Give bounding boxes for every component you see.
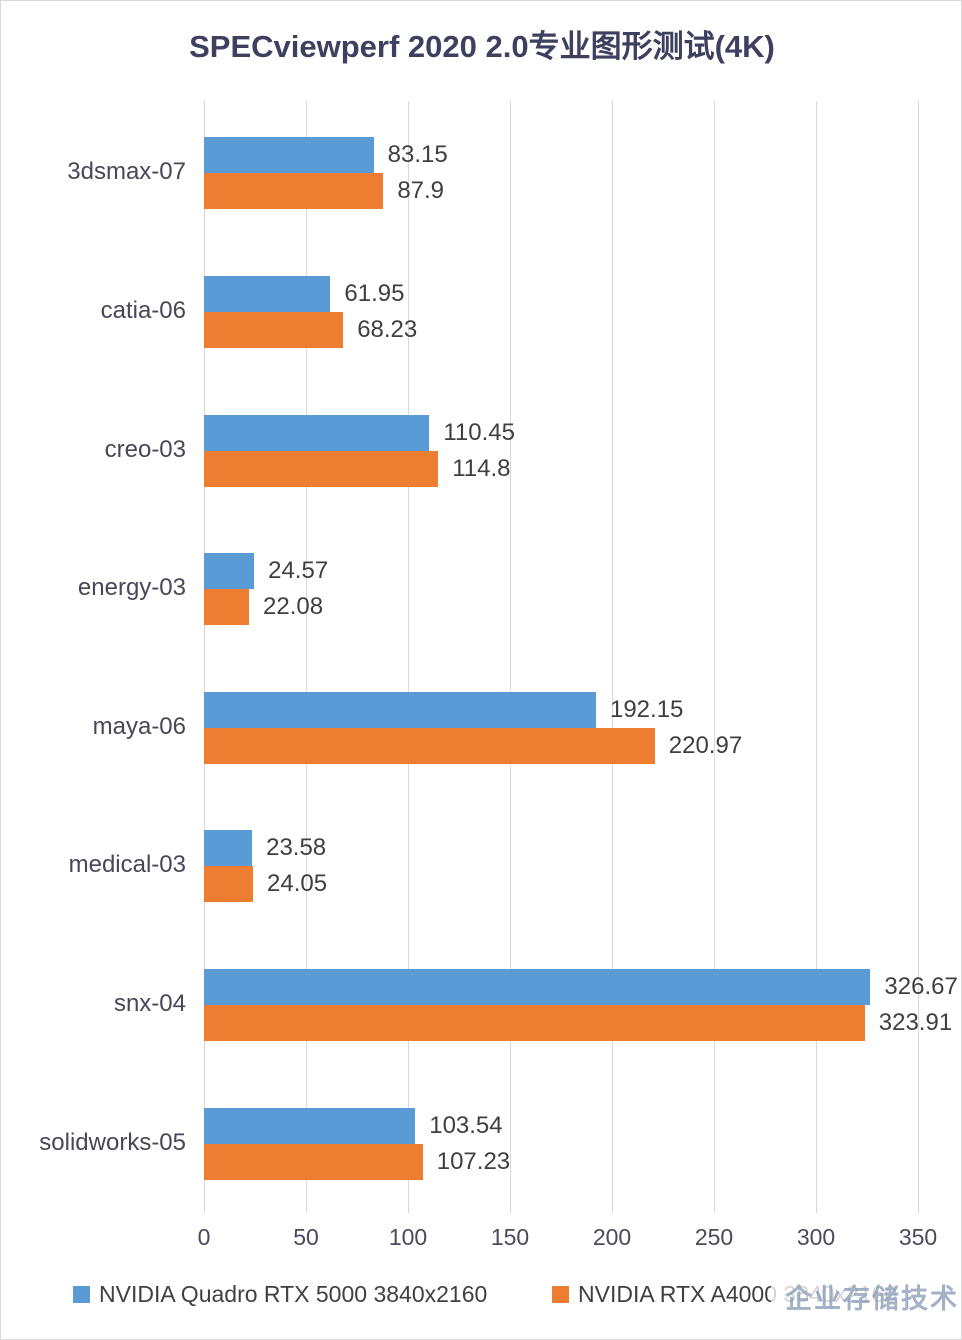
bar-series2 (204, 866, 254, 903)
category-label: catia-06 (100, 296, 186, 324)
x-tick-label: 350 (898, 1224, 938, 1250)
x-tick-label: 250 (694, 1224, 734, 1250)
value-label: 323.91 (878, 1008, 953, 1036)
category-label: energy-03 (77, 574, 186, 602)
x-tick-label: 200 (592, 1224, 632, 1250)
value-label: 83.15 (387, 141, 448, 169)
value-label: 326.67 (884, 972, 958, 1000)
bar-series2 (204, 727, 655, 764)
bar-series1 (204, 414, 430, 451)
bar-series2 (204, 450, 439, 487)
gridline (509, 101, 511, 1213)
watermark: 企业存储技术 (771, 1279, 961, 1325)
bar-series1 (204, 830, 253, 867)
gridline (713, 101, 715, 1213)
gridline (815, 101, 817, 1213)
value-label: 103.54 (429, 1111, 503, 1139)
value-label: 61.95 (344, 279, 405, 307)
bar-series1 (204, 691, 596, 728)
category-label: creo-03 (104, 435, 186, 463)
x-tick-label: 100 (388, 1224, 428, 1250)
value-label: 68.23 (357, 315, 418, 343)
chart-title: SPECviewperf 2020 2.0专业图形测试(4K) (189, 29, 775, 64)
category-label: solidworks-05 (39, 1128, 186, 1156)
category-label: snx-04 (113, 989, 186, 1017)
legend-label-quadro-rtx-5000: NVIDIA Quadro RTX 5000 3840x2160 (99, 1281, 488, 1307)
x-tick-label: 50 (293, 1224, 319, 1250)
value-label: 110.45 (443, 418, 515, 446)
bar-series1 (204, 553, 255, 590)
value-label: 87.9 (397, 177, 445, 205)
value-label: 107.23 (436, 1147, 511, 1175)
value-label: 220.97 (668, 731, 743, 759)
gridline (203, 101, 205, 1213)
value-label: 23.58 (266, 834, 327, 862)
gridline (305, 101, 307, 1213)
gridline (407, 101, 409, 1213)
category-label: maya-06 (92, 712, 186, 740)
bar-series2 (204, 173, 384, 210)
legend-swatch-blue-icon (73, 1286, 90, 1303)
bar-series1 (204, 1107, 416, 1144)
value-label: 22.08 (263, 593, 324, 621)
value-label: 114.8 (452, 454, 511, 482)
bar-series1 (204, 137, 374, 174)
gridline (917, 101, 919, 1213)
x-tick-label: 0 (197, 1224, 211, 1250)
value-label: 24.57 (268, 557, 329, 585)
bar-series2 (204, 1004, 865, 1041)
legend-swatch-orange-icon (552, 1286, 569, 1303)
value-label: 192.15 (609, 695, 684, 723)
value-label: 24.05 (267, 870, 328, 898)
bar-series2 (204, 1143, 423, 1180)
bar-series1 (204, 968, 871, 1005)
x-tick-label: 150 (490, 1224, 530, 1250)
category-label: 3dsmax-07 (67, 158, 186, 186)
bar-series1 (204, 275, 331, 312)
gridline (611, 101, 613, 1213)
x-tick-label: 300 (796, 1224, 836, 1250)
bar-series2 (204, 311, 344, 348)
category-label: medical-03 (68, 851, 186, 879)
bar-series2 (204, 589, 250, 626)
legend-item-quadro-rtx-5000: NVIDIA Quadro RTX 5000 3840x2160 (73, 1281, 487, 1308)
